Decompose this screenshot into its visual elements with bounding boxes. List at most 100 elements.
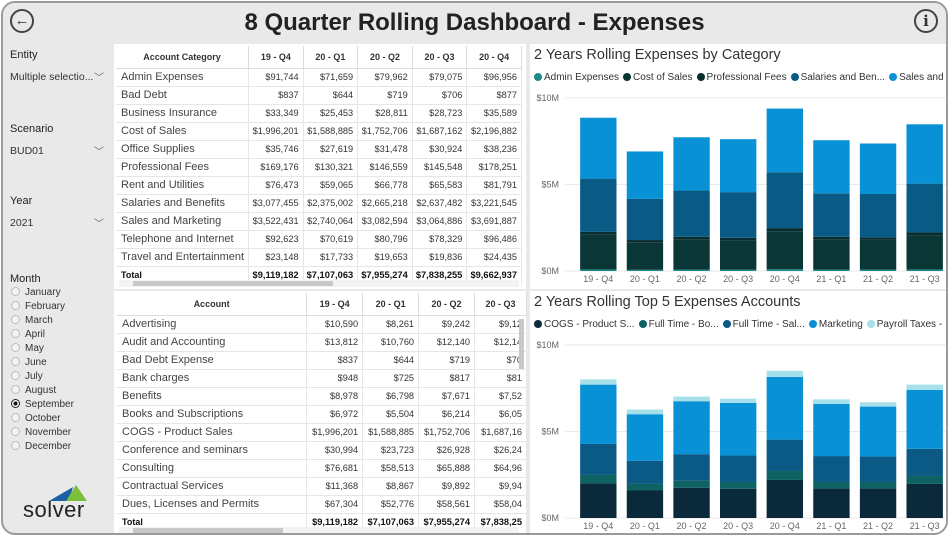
legend-item[interactable]: Admin Expenses bbox=[534, 72, 619, 83]
column-header[interactable]: Account bbox=[117, 293, 308, 316]
bar-segment[interactable] bbox=[720, 488, 757, 518]
bar-segment[interactable] bbox=[673, 269, 710, 271]
bar-segment[interactable] bbox=[813, 140, 850, 194]
month-option[interactable]: October bbox=[11, 413, 61, 426]
bar-segment[interactable] bbox=[580, 474, 617, 484]
bar-segment[interactable] bbox=[720, 192, 757, 238]
scrollbar-thumb[interactable] bbox=[133, 281, 333, 286]
month-option[interactable]: April bbox=[11, 329, 45, 342]
bar-segment[interactable] bbox=[813, 236, 850, 240]
bar-segment[interactable] bbox=[813, 193, 850, 237]
bar-segment[interactable] bbox=[766, 108, 803, 173]
legend-item[interactable]: COGS - Product S... bbox=[534, 319, 635, 330]
month-option[interactable]: May bbox=[11, 343, 44, 356]
bar-segment[interactable] bbox=[906, 384, 943, 390]
legend-item[interactable]: Full Time - Sal... bbox=[722, 319, 805, 330]
bar-segment[interactable] bbox=[720, 269, 757, 271]
bar-segment[interactable] bbox=[813, 239, 850, 270]
bar-segment[interactable] bbox=[906, 232, 943, 236]
bar-segment[interactable] bbox=[580, 269, 617, 271]
bar-segment[interactable] bbox=[859, 488, 897, 518]
bar-segment[interactable] bbox=[813, 456, 850, 483]
month-option[interactable]: December bbox=[11, 441, 71, 454]
bar-segment[interactable] bbox=[859, 269, 897, 271]
entity-dropdown[interactable]: Multiple selectio... ﹀ bbox=[10, 71, 106, 84]
column-header[interactable]: 19 - Q4 bbox=[248, 46, 304, 69]
column-header[interactable]: 20 - Q1 bbox=[362, 293, 420, 316]
bar-segment[interactable] bbox=[766, 439, 803, 471]
month-option[interactable]: September bbox=[11, 399, 74, 412]
bar-segment[interactable] bbox=[766, 376, 803, 440]
bar-segment[interactable] bbox=[626, 151, 664, 199]
bar-segment[interactable] bbox=[626, 269, 664, 271]
column-header[interactable]: 20 - Q1 bbox=[303, 46, 359, 69]
column-header[interactable]: 20 - Q2 bbox=[418, 293, 475, 316]
month-option[interactable]: January bbox=[11, 287, 61, 300]
bar-segment[interactable] bbox=[859, 194, 897, 238]
legend-item[interactable]: Professional Fees bbox=[696, 72, 787, 83]
bar-segment[interactable] bbox=[673, 236, 710, 240]
bar-segment[interactable] bbox=[673, 487, 710, 518]
legend-item[interactable]: Marketing bbox=[808, 319, 863, 330]
bar-segment[interactable] bbox=[580, 379, 617, 385]
bar-segment[interactable] bbox=[720, 455, 757, 483]
bar-segment[interactable] bbox=[720, 398, 757, 403]
vertical-scrollbar[interactable] bbox=[519, 319, 524, 369]
month-option[interactable]: August bbox=[11, 385, 56, 398]
legend-item[interactable]: Full Time - Bo... bbox=[638, 319, 719, 330]
bar-segment[interactable] bbox=[766, 470, 803, 480]
bar-segment[interactable] bbox=[859, 402, 897, 407]
bar-segment[interactable] bbox=[906, 475, 943, 484]
bar-segment[interactable] bbox=[626, 460, 664, 484]
bar-segment[interactable] bbox=[580, 443, 617, 475]
legend-item[interactable]: Payroll Taxes - ... bbox=[866, 319, 946, 330]
horizontal-scrollbar[interactable] bbox=[119, 280, 519, 287]
column-header[interactable]: Account Category bbox=[116, 46, 250, 69]
bar-segment[interactable] bbox=[859, 237, 897, 240]
column-header[interactable]: 19 - Q4 bbox=[306, 293, 364, 316]
bar-segment[interactable] bbox=[626, 240, 664, 243]
bar-segment[interactable] bbox=[906, 235, 943, 270]
bar-segment[interactable] bbox=[580, 234, 617, 270]
bar-segment[interactable] bbox=[626, 414, 664, 461]
bar-segment[interactable] bbox=[626, 490, 664, 518]
bar-segment[interactable] bbox=[720, 402, 757, 456]
scenario-dropdown[interactable]: BUD01 ﹀ bbox=[10, 145, 106, 158]
bar-segment[interactable] bbox=[859, 456, 897, 483]
bar-segment[interactable] bbox=[859, 143, 897, 195]
bar-segment[interactable] bbox=[673, 190, 710, 237]
bar-segment[interactable] bbox=[580, 384, 617, 444]
column-header[interactable]: 20 - Q3 bbox=[474, 293, 527, 316]
column-header[interactable]: 20 - Q4 bbox=[466, 46, 522, 69]
info-button[interactable]: i bbox=[914, 9, 938, 33]
bar-segment[interactable] bbox=[766, 228, 803, 232]
bar-segment[interactable] bbox=[720, 139, 757, 193]
bar-segment[interactable] bbox=[626, 409, 664, 415]
bar-segment[interactable] bbox=[673, 454, 710, 481]
bar-segment[interactable] bbox=[859, 239, 897, 270]
bar-segment[interactable] bbox=[673, 396, 710, 402]
bar-segment[interactable] bbox=[626, 483, 664, 491]
month-option[interactable]: February bbox=[11, 301, 65, 314]
bar-segment[interactable] bbox=[906, 269, 943, 271]
month-option[interactable]: November bbox=[11, 427, 71, 440]
bar-segment[interactable] bbox=[673, 239, 710, 270]
bar-segment[interactable] bbox=[813, 488, 850, 518]
bar-segment[interactable] bbox=[580, 483, 617, 518]
legend-item[interactable]: Salaries and Ben... bbox=[790, 72, 885, 83]
bar-segment[interactable] bbox=[859, 406, 897, 457]
bar-segment[interactable] bbox=[766, 479, 803, 518]
year-dropdown[interactable]: 2021 ﹀ bbox=[10, 217, 106, 230]
bar-segment[interactable] bbox=[720, 237, 757, 241]
column-header[interactable]: 20 - Q2 bbox=[357, 46, 413, 69]
bar-segment[interactable] bbox=[813, 482, 850, 489]
month-option[interactable]: June bbox=[11, 357, 47, 370]
bar-segment[interactable] bbox=[673, 401, 710, 455]
bar-segment[interactable] bbox=[813, 403, 850, 457]
bar-segment[interactable] bbox=[580, 178, 617, 232]
bar-segment[interactable] bbox=[813, 399, 850, 404]
bar-segment[interactable] bbox=[626, 242, 664, 270]
bar-segment[interactable] bbox=[906, 183, 943, 233]
bar-segment[interactable] bbox=[813, 269, 850, 271]
bar-segment[interactable] bbox=[766, 172, 803, 229]
